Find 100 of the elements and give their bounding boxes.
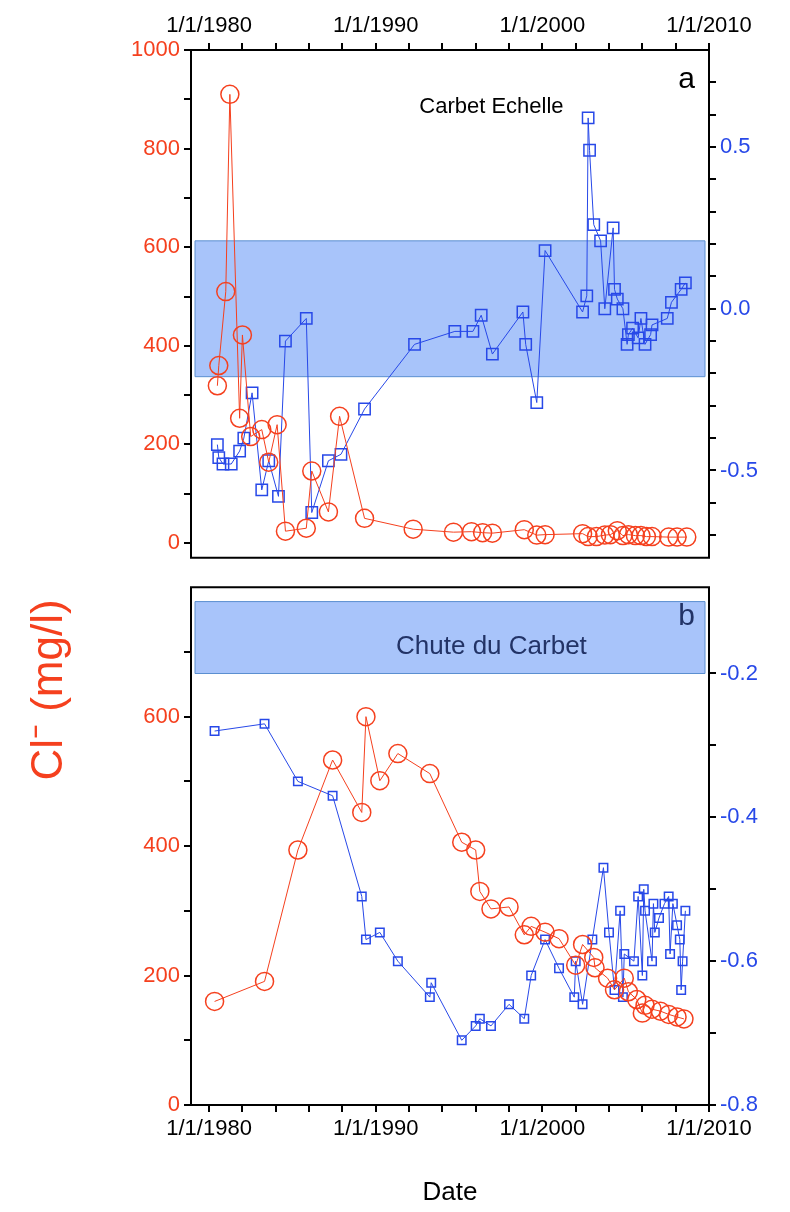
- point: [642, 526, 662, 547]
- point: [216, 281, 236, 302]
- x-tick-label: 1/1/2000: [499, 11, 586, 37]
- point: [392, 956, 403, 967]
- point: [232, 325, 253, 345]
- point: [322, 750, 343, 770]
- point: [625, 525, 646, 546]
- point: [674, 934, 685, 945]
- point: [370, 770, 390, 791]
- point: [677, 527, 697, 547]
- point: [627, 989, 647, 1010]
- point: [672, 920, 683, 931]
- point: [288, 840, 308, 860]
- y-tick-label: 1000: [131, 36, 180, 62]
- point: [608, 282, 621, 296]
- point: [667, 898, 678, 909]
- point: [581, 111, 595, 125]
- y-tick-label: 200: [143, 961, 180, 987]
- point: [356, 706, 376, 727]
- y2-tick-label: -0.4: [720, 803, 758, 829]
- point: [597, 968, 618, 988]
- point: [658, 1004, 679, 1025]
- point: [614, 968, 635, 988]
- point: [658, 527, 679, 547]
- text: Carbet Echelle: [419, 93, 564, 119]
- point: [604, 927, 614, 938]
- point: [578, 526, 598, 547]
- point: [255, 483, 269, 497]
- point: [613, 525, 633, 546]
- point: [535, 524, 555, 545]
- y-tick-label: 400: [143, 832, 180, 858]
- point: [420, 763, 440, 784]
- point: [424, 992, 435, 1003]
- point: [634, 312, 648, 325]
- point: [259, 718, 270, 729]
- point: [621, 328, 635, 342]
- y2-tick-label: -0.8: [720, 1091, 758, 1117]
- y-tick-label: 800: [143, 134, 180, 160]
- point: [275, 521, 296, 541]
- point: [461, 521, 482, 542]
- point: [674, 1009, 694, 1029]
- point: [569, 992, 580, 1003]
- point: [616, 302, 630, 316]
- point: [374, 927, 385, 938]
- point: [233, 444, 247, 458]
- point: [485, 347, 499, 361]
- point: [305, 506, 319, 519]
- point: [535, 922, 555, 942]
- point: [299, 312, 313, 325]
- point: [526, 970, 537, 981]
- point: [470, 881, 490, 902]
- point: [598, 302, 612, 316]
- point: [514, 519, 535, 540]
- point: [584, 947, 604, 968]
- point: [272, 489, 285, 503]
- y-tick-label: 400: [143, 331, 180, 357]
- point: [516, 305, 530, 319]
- y-tick-label: 200: [143, 430, 180, 456]
- point: [617, 992, 628, 1003]
- point: [220, 84, 240, 105]
- point: [224, 457, 238, 471]
- point: [252, 419, 272, 440]
- point: [470, 1020, 481, 1031]
- y2-tick-label: -0.2: [720, 659, 758, 685]
- point: [580, 289, 594, 303]
- point: [663, 891, 674, 902]
- point: [472, 522, 493, 543]
- point: [207, 375, 228, 396]
- point: [318, 502, 339, 522]
- point: [636, 526, 657, 547]
- point: [595, 525, 615, 545]
- point: [587, 934, 598, 945]
- x-tick-label: 1/1/1980: [166, 1115, 252, 1141]
- point: [403, 519, 423, 539]
- annotation: b: [678, 598, 695, 632]
- point: [635, 995, 655, 1016]
- point: [474, 1013, 485, 1024]
- point: [645, 318, 659, 332]
- point: [451, 832, 472, 852]
- point: [626, 321, 639, 335]
- point: [474, 308, 488, 322]
- point: [322, 454, 335, 468]
- point: [530, 396, 544, 409]
- point: [632, 1003, 653, 1023]
- point: [209, 355, 229, 376]
- point: [638, 884, 649, 895]
- annotation: a: [678, 61, 696, 95]
- point: [554, 963, 565, 974]
- point: [388, 743, 408, 764]
- x-tick-label: 1/1/2010: [666, 11, 752, 37]
- point: [302, 461, 322, 481]
- point: [549, 928, 569, 949]
- y-axis-title: Cl⁻ (mg/l): [21, 599, 72, 781]
- point: [485, 1020, 496, 1031]
- point: [519, 1013, 530, 1024]
- point: [443, 522, 464, 542]
- point: [292, 776, 303, 787]
- point: [448, 324, 462, 338]
- point: [650, 1001, 671, 1021]
- point: [667, 1007, 687, 1027]
